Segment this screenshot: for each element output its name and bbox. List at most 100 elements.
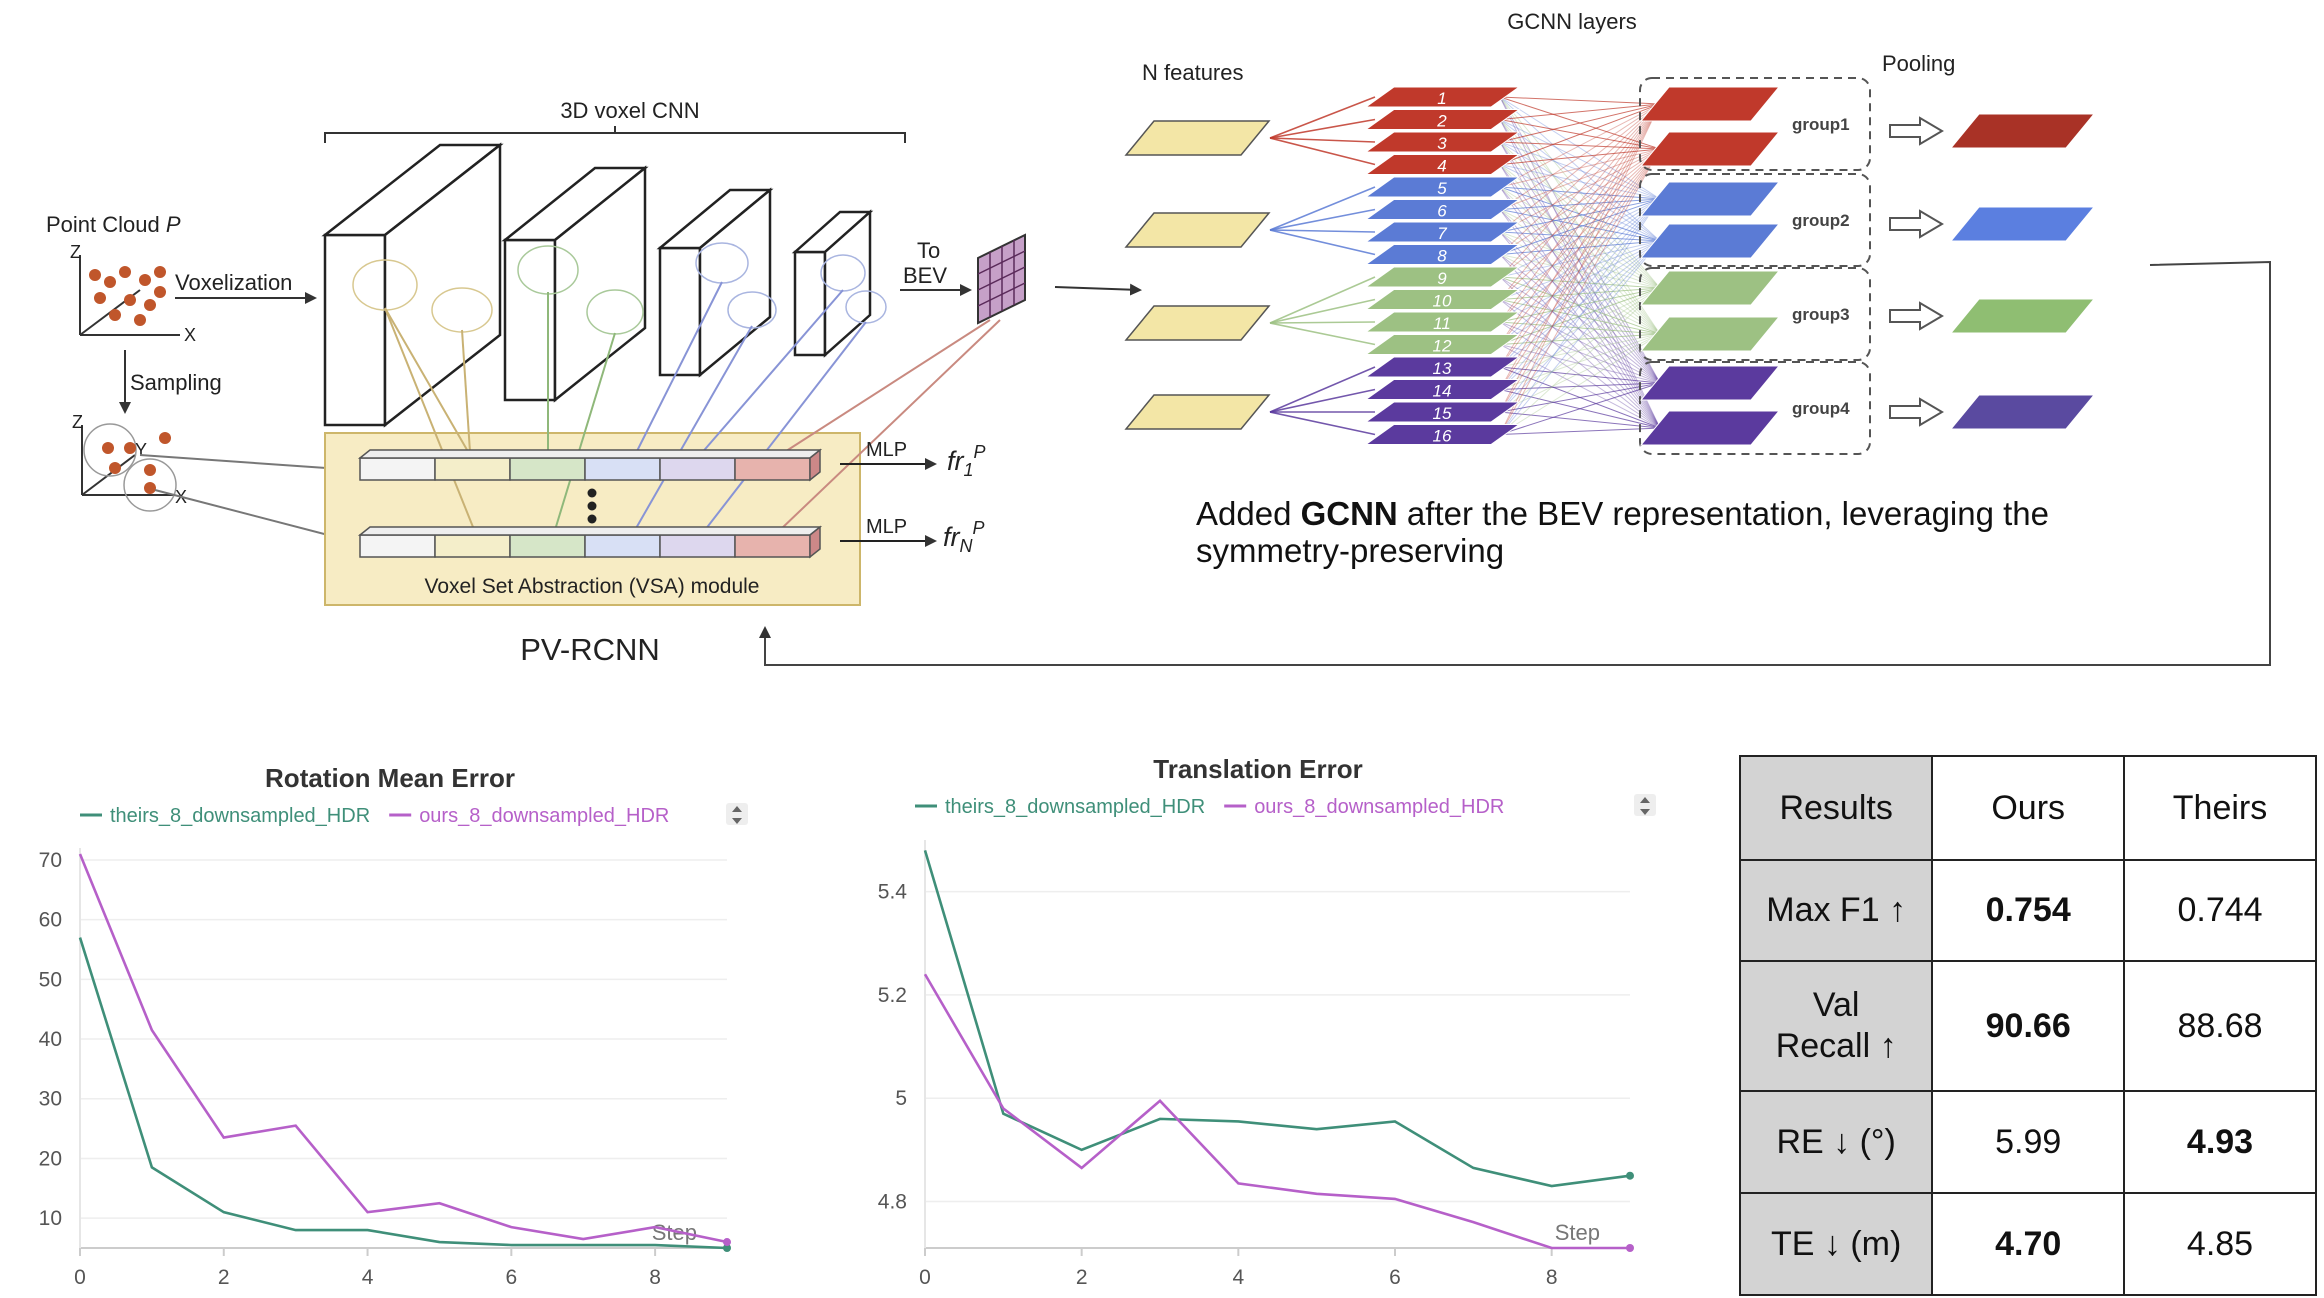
- group-label: group2: [1792, 211, 1850, 230]
- feature-row-n: [357, 525, 823, 559]
- gcnn-node: [1364, 289, 1521, 310]
- feature-edge: [1269, 411, 1376, 436]
- sampling-to-vsa-arrow-1: [139, 454, 356, 475]
- point-cloud-dots: [89, 266, 166, 326]
- feature-connection-lines: [384, 281, 1001, 533]
- legend-scroll-button: [726, 803, 748, 825]
- bev-grid: [977, 233, 1026, 325]
- y-tick-label: 30: [39, 1088, 62, 1111]
- gcnn-node: [1364, 131, 1521, 153]
- results-cell-ours: 90.66: [1931, 960, 2126, 1092]
- gcnn-edge: [1499, 276, 1661, 429]
- gcnn-node-number: 10: [1433, 292, 1452, 311]
- y-tick-label: 5.4: [878, 881, 908, 904]
- voxelization-label: Voxelization: [175, 270, 292, 295]
- mlp-label-n: MLP: [866, 516, 907, 538]
- gcnn-edge: [1499, 103, 1661, 255]
- y-tick-label: 5.2: [878, 984, 907, 1007]
- pooled-output-node: [1949, 394, 2096, 430]
- gcnn-edge: [1499, 103, 1661, 188]
- feature-edge: [1269, 229, 1376, 256]
- gcnn-edge: [1499, 186, 1661, 384]
- pooled-output-node: [1949, 113, 2096, 149]
- gcnn-edge: [1499, 148, 1661, 300]
- gcnn-node: [1364, 109, 1521, 130]
- gcnn-edge: [1499, 382, 1661, 413]
- legend-scroll-icon: [732, 806, 742, 824]
- gcnn-edge: [1499, 231, 1661, 289]
- gcnn-edge: [1499, 198, 1661, 300]
- pooling-arrow: [1889, 209, 1944, 239]
- gcnn-edge: [1499, 141, 1661, 200]
- gcnn-edge: [1499, 240, 1661, 278]
- gcnn-edge: [1499, 240, 1661, 323]
- gcnn-edge: [1499, 287, 1661, 435]
- feature-edge: [1269, 96, 1376, 139]
- x-tick-label: 2: [218, 1266, 230, 1289]
- gcnn-node-number: 15: [1433, 404, 1452, 423]
- y-tick-label: 10: [39, 1207, 62, 1230]
- gcnn-edge: [1499, 254, 1661, 384]
- legend-entry: ours_8_downsampled_HDR: [419, 805, 669, 827]
- x-tick-label: 0: [74, 1266, 86, 1289]
- legend-scroll-icon: [1640, 797, 1650, 815]
- y-tick-label: 50: [39, 968, 62, 991]
- series-line: [923, 973, 1630, 1250]
- input-feature-node: [1124, 212, 1271, 248]
- gcnn-edge: [1499, 209, 1661, 242]
- gcnn-edge: [1499, 427, 1661, 435]
- feature-edge: [1269, 118, 1376, 139]
- gcnn-edge: [1499, 96, 1661, 242]
- gcnn-node-number: 9: [1437, 269, 1447, 288]
- gcnn-node: [1364, 356, 1521, 378]
- translation-error-chart: Translation Error theirs_8_downsampled_HD…: [878, 754, 1656, 1289]
- legend-scroll-button: [1634, 794, 1656, 816]
- x-tick-label: 8: [649, 1266, 661, 1289]
- axis-z-bottom: Z: [72, 412, 83, 432]
- series-end-point: [1626, 1171, 1634, 1180]
- results-cell-theirs: 4.93: [2123, 1090, 2317, 1194]
- gcnn-edge: [1499, 287, 1661, 368]
- gcnn-edge: [1499, 299, 1661, 384]
- series-end-point: [723, 1244, 731, 1252]
- gcnn-edge: [1499, 333, 1661, 345]
- gcnn-edge: [1499, 148, 1661, 323]
- gcnn-edge: [1499, 209, 1661, 384]
- gcnn-node-number: 12: [1433, 337, 1452, 356]
- gcnn-edge: [1499, 148, 1661, 413]
- feature-edge: [1269, 137, 1376, 166]
- group-label: group3: [1792, 305, 1850, 324]
- point-cloud-label: Point Cloud P: [46, 212, 181, 237]
- gcnn-edge: [1499, 148, 1661, 233]
- gcnn-edge: [1499, 96, 1661, 200]
- results-row-label: TE ↓ (m): [1738, 1192, 1934, 1296]
- gcnn-edge: [1499, 276, 1661, 384]
- vsa-module-label: Voxel Set Abstraction (VSA) module: [424, 575, 759, 598]
- gcnn-node: [1364, 401, 1521, 423]
- results-cell-ours: 4.70: [1931, 1192, 2126, 1296]
- results-row-label: Max F1 ↑: [1738, 859, 1934, 962]
- y-tick-label: 40: [39, 1028, 62, 1051]
- axis-z-top: Z: [70, 242, 81, 262]
- gcnn-edge: [1499, 240, 1661, 413]
- cnn-brace: [324, 126, 906, 143]
- group-output-node: [1639, 131, 1781, 167]
- feature-edge: [1269, 229, 1376, 233]
- cnn-block-4: [791, 209, 874, 358]
- gcnn-edge: [1499, 209, 1661, 289]
- gcnn-edge: [1499, 148, 1661, 435]
- gcnn-node: [1364, 266, 1521, 288]
- feature-output-1: fr1P: [947, 442, 986, 480]
- gcnn-edge: [1499, 186, 1661, 289]
- results-cell-theirs: 4.85: [2123, 1192, 2317, 1296]
- gcnn-edge: [1499, 198, 1661, 323]
- gcnn-edge: [1499, 333, 1661, 368]
- gcnn-edge: [1499, 148, 1661, 390]
- gcnn-edge: [1499, 103, 1661, 143]
- x-tick-label: 6: [505, 1266, 517, 1289]
- gcnn-edge: [1499, 148, 1661, 210]
- input-feature-node: [1124, 305, 1271, 341]
- group-output-node: [1639, 270, 1781, 306]
- results-header-theirs: Theirs: [2123, 755, 2317, 861]
- gcnn-edge: [1499, 103, 1661, 390]
